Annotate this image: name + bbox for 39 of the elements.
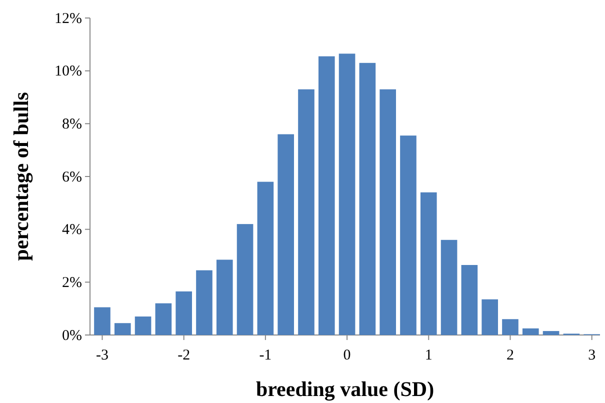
y-axis-title: percentage of bulls: [9, 92, 33, 261]
bar: [155, 303, 172, 335]
bar: [278, 134, 294, 335]
bar: [94, 307, 110, 335]
bar: [461, 264, 478, 335]
y-tick-label: 2%: [62, 274, 82, 291]
bar: [502, 319, 518, 335]
x-tick-label: -2: [178, 348, 190, 364]
bar: [420, 192, 437, 335]
y-tick-label: 12%: [54, 10, 82, 27]
bar: [257, 182, 274, 335]
x-tick-label: 1: [424, 348, 432, 364]
bar: [196, 270, 212, 335]
y-tick-label: 6%: [62, 169, 82, 186]
bar: [359, 62, 376, 335]
y-tick-label: 10%: [54, 64, 82, 80]
x-axis-title: breeding value (SD): [256, 377, 434, 401]
y-tick-label: 8%: [62, 116, 82, 132]
bar: [338, 54, 356, 335]
bar: [176, 291, 192, 335]
bar: [114, 323, 131, 335]
bar: [318, 56, 335, 335]
bar: [522, 328, 539, 335]
x-tick-label: 2: [506, 348, 514, 364]
bar: [482, 299, 498, 335]
bar: [298, 89, 314, 335]
bar: [380, 89, 396, 335]
x-tick-label: -3: [96, 348, 108, 364]
bar: [216, 260, 233, 335]
x-tick-label: 3: [588, 348, 596, 364]
bar: [542, 331, 560, 335]
x-tick-label: -1: [259, 348, 272, 364]
bar: [236, 224, 254, 335]
y-tick-label: 0%: [62, 328, 82, 344]
bar: [440, 240, 458, 335]
x-tick-label: 0: [343, 348, 351, 364]
bar: [134, 316, 152, 335]
y-tick-label: 4%: [62, 222, 82, 238]
bar: [400, 136, 416, 335]
